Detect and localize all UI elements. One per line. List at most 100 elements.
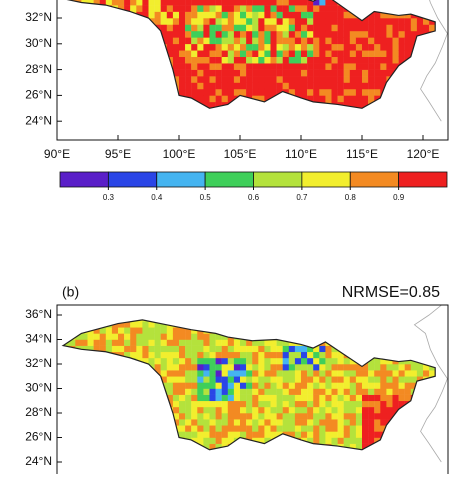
field-cell: [172, 345, 180, 353]
field-cell: [185, 88, 192, 96]
field-cell: [209, 400, 216, 408]
field-cell: [258, 364, 265, 371]
field-cell: [294, 24, 302, 32]
field-cell: [374, 11, 381, 19]
field-cell: [227, 419, 235, 426]
field-cell: [179, 0, 186, 6]
field-cell: [197, 82, 204, 90]
field-cell: [343, 82, 350, 90]
field-cell: [185, 50, 192, 57]
field-cell: [172, 30, 180, 38]
field-cell: [215, 101, 222, 109]
field-cell: [313, 0, 320, 6]
field-cell: [154, 333, 161, 340]
field-cell: [87, 333, 94, 340]
lat-label: 24°N: [25, 113, 52, 127]
field-cell: [301, 370, 308, 377]
field-cell: [179, 24, 186, 32]
field-cell: [203, 50, 210, 57]
field-cell: [294, 370, 302, 377]
field-cell: [294, 394, 302, 402]
field-cell: [343, 364, 350, 371]
field-cell: [270, 431, 277, 438]
field-cell: [362, 443, 369, 450]
field-cell: [276, 69, 283, 77]
lon-label: 90°E: [44, 147, 70, 161]
field-cell: [392, 63, 399, 70]
field-cell: [398, 394, 405, 402]
field-cell: [355, 24, 363, 32]
field-cell: [191, 431, 198, 438]
field-cell: [301, 419, 308, 426]
field-cell: [154, 18, 161, 25]
field-cell: [307, 425, 314, 432]
field-cell: [404, 388, 411, 395]
field-cell: [154, 345, 161, 353]
field-cell: [197, 30, 204, 38]
field-cell: [349, 425, 357, 432]
field-cell: [343, 394, 350, 402]
field-cell: [154, 357, 161, 365]
field-cell: [319, 413, 326, 420]
field-cell: [221, 382, 228, 389]
field-cell: [301, 400, 308, 408]
field-cell: [215, 5, 222, 12]
field-cell: [374, 50, 381, 57]
field-cell: [270, 364, 277, 371]
field-cell: [349, 101, 357, 109]
field-cell: [307, 63, 314, 70]
field-cell: [386, 30, 393, 38]
field-cell: [429, 24, 436, 32]
field-cell: [392, 382, 399, 389]
field-cell: [197, 364, 204, 371]
field-cell: [240, 30, 247, 38]
field-cell: [252, 419, 259, 426]
field-cell: [307, 18, 314, 25]
field-cell: [294, 37, 302, 45]
field-cell: [166, 370, 174, 377]
field-cell: [398, 400, 405, 408]
field-cell: [270, 63, 277, 70]
field-cell: [258, 425, 265, 432]
field-cell: [380, 370, 387, 377]
field-cell: [179, 82, 186, 90]
field-cell: [105, 345, 113, 353]
field-cell: [203, 63, 210, 70]
field-cell: [203, 11, 210, 19]
field-cell: [362, 37, 369, 45]
field-cell: [270, 400, 277, 408]
field-cell: [124, 321, 131, 328]
field-cell: [331, 370, 338, 377]
field-cell: [270, 5, 277, 12]
field-cell: [368, 388, 375, 395]
field-cell: [349, 431, 357, 438]
field-cell: [209, 95, 216, 103]
field-cell: [179, 88, 186, 96]
field-cell: [307, 5, 314, 12]
field-cell: [368, 76, 375, 83]
field-cell: [270, 76, 277, 83]
field-cell: [221, 18, 228, 25]
field-cell: [258, 50, 265, 57]
field-cell: [416, 18, 424, 25]
field-cell: [270, 50, 277, 57]
field-cell: [349, 18, 357, 25]
field-cell: [172, 413, 180, 420]
field-cell: [355, 18, 363, 25]
field-cell: [374, 425, 381, 432]
field-cell: [386, 11, 393, 19]
field-cell: [221, 394, 228, 402]
field-cell: [130, 333, 137, 340]
lat-label: 26°N: [25, 88, 52, 102]
field-cell: [307, 351, 314, 359]
field-cell: [215, 406, 222, 414]
field-cell: [319, 11, 326, 19]
field-cell: [264, 376, 271, 383]
field-cell: [185, 357, 192, 365]
field-cell: [331, 437, 338, 444]
field-cell: [197, 76, 204, 83]
field-cell: [301, 394, 308, 402]
field-cell: [252, 88, 259, 96]
field-cell: [258, 0, 265, 6]
field-cell: [148, 333, 155, 340]
